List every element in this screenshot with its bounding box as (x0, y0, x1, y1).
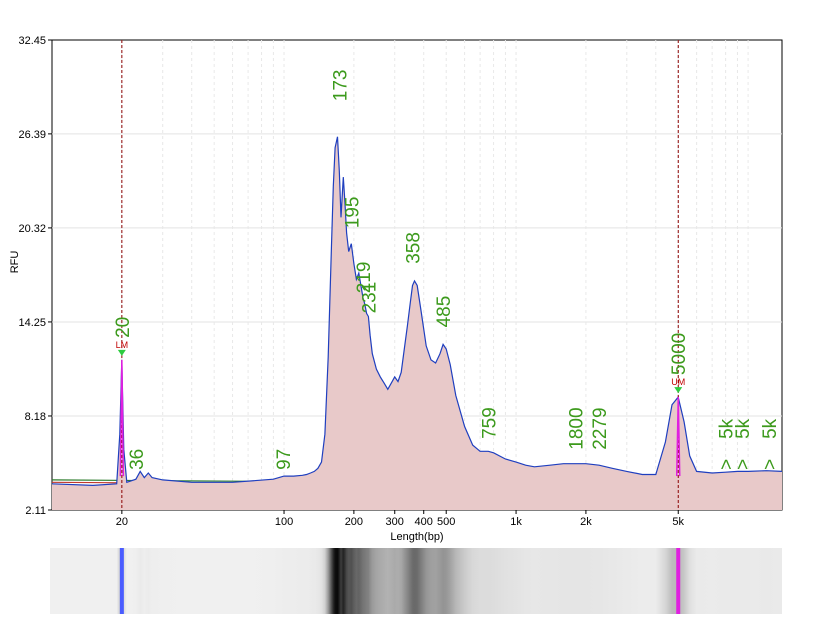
x-tick-label: 100 (275, 516, 293, 528)
peak-size-label: 759 (479, 407, 500, 439)
gel-marker-band (676, 548, 681, 614)
y-axis: 2.11 8.18 14.25 20.32 26.39 32.45 (18, 35, 52, 517)
marker-peak (675, 397, 681, 477)
x-tick-label: 200 (345, 516, 363, 528)
peak-size-label: 485 (434, 296, 455, 328)
y-tick-label: 14.25 (18, 317, 46, 329)
series-line (52, 136, 782, 487)
peak-size-label: 231 (359, 282, 380, 314)
peak-size-label: > (760, 459, 781, 470)
y-tick-label: 8.18 (25, 411, 46, 423)
peak-size-label: 195 (342, 196, 363, 228)
x-tick-label: 400 (415, 516, 433, 528)
y-tick-label: 32.45 (18, 35, 46, 47)
x-tick-label: 2k (580, 516, 592, 528)
x-tick-label: 300 (386, 516, 404, 528)
x-tick-label: 5k (672, 516, 684, 528)
marker-arrow-icon (117, 349, 126, 356)
gel-lane (52, 548, 782, 614)
x-tick-label: 500 (437, 516, 455, 528)
peak-size-label: 219 (354, 262, 375, 294)
x-tick-label: 1k (510, 516, 522, 528)
peak-size-label: 36 (127, 449, 148, 470)
gel-marker-band (119, 548, 124, 614)
marker-layer: LM 20 UM 5000 (113, 40, 690, 510)
y-tick-label: 2.11 (25, 505, 46, 517)
marker-arrow-icon (674, 387, 683, 394)
y-tick-label: 20.32 (18, 223, 46, 235)
marker-tag: UM (671, 377, 685, 387)
x-axis: 20 100 200 300 400 500 1k 2k 5k (116, 510, 685, 528)
peak-size-label: 358 (404, 232, 425, 264)
peak-size-label: 5k (717, 418, 738, 439)
peak-size-label: 1800 (566, 407, 587, 449)
marker-peak (119, 359, 125, 477)
peak-size-label: 173 (330, 69, 351, 101)
series-area-fill (52, 136, 782, 510)
peak-size-label: 5k (760, 418, 781, 439)
marker-tag: LM (116, 340, 129, 350)
y-axis-label: RFU (9, 251, 21, 274)
peak-size-label: > (733, 459, 754, 470)
grid-lines (52, 40, 782, 510)
peak-size-label: 5k (733, 418, 754, 439)
x-tick-label: 20 (116, 516, 128, 528)
marker-size-label: 20 (113, 317, 134, 338)
peak-size-label: > (717, 459, 738, 470)
y-tick-label: 26.39 (18, 129, 46, 141)
peak-size-label: 97 (274, 449, 295, 470)
peak-size-label: 2279 (590, 407, 611, 449)
x-axis-label: Length(bp) (390, 531, 443, 543)
marker-size-label: 5000 (669, 333, 690, 375)
series-layer (52, 136, 782, 510)
gel-image-strip (50, 548, 782, 614)
